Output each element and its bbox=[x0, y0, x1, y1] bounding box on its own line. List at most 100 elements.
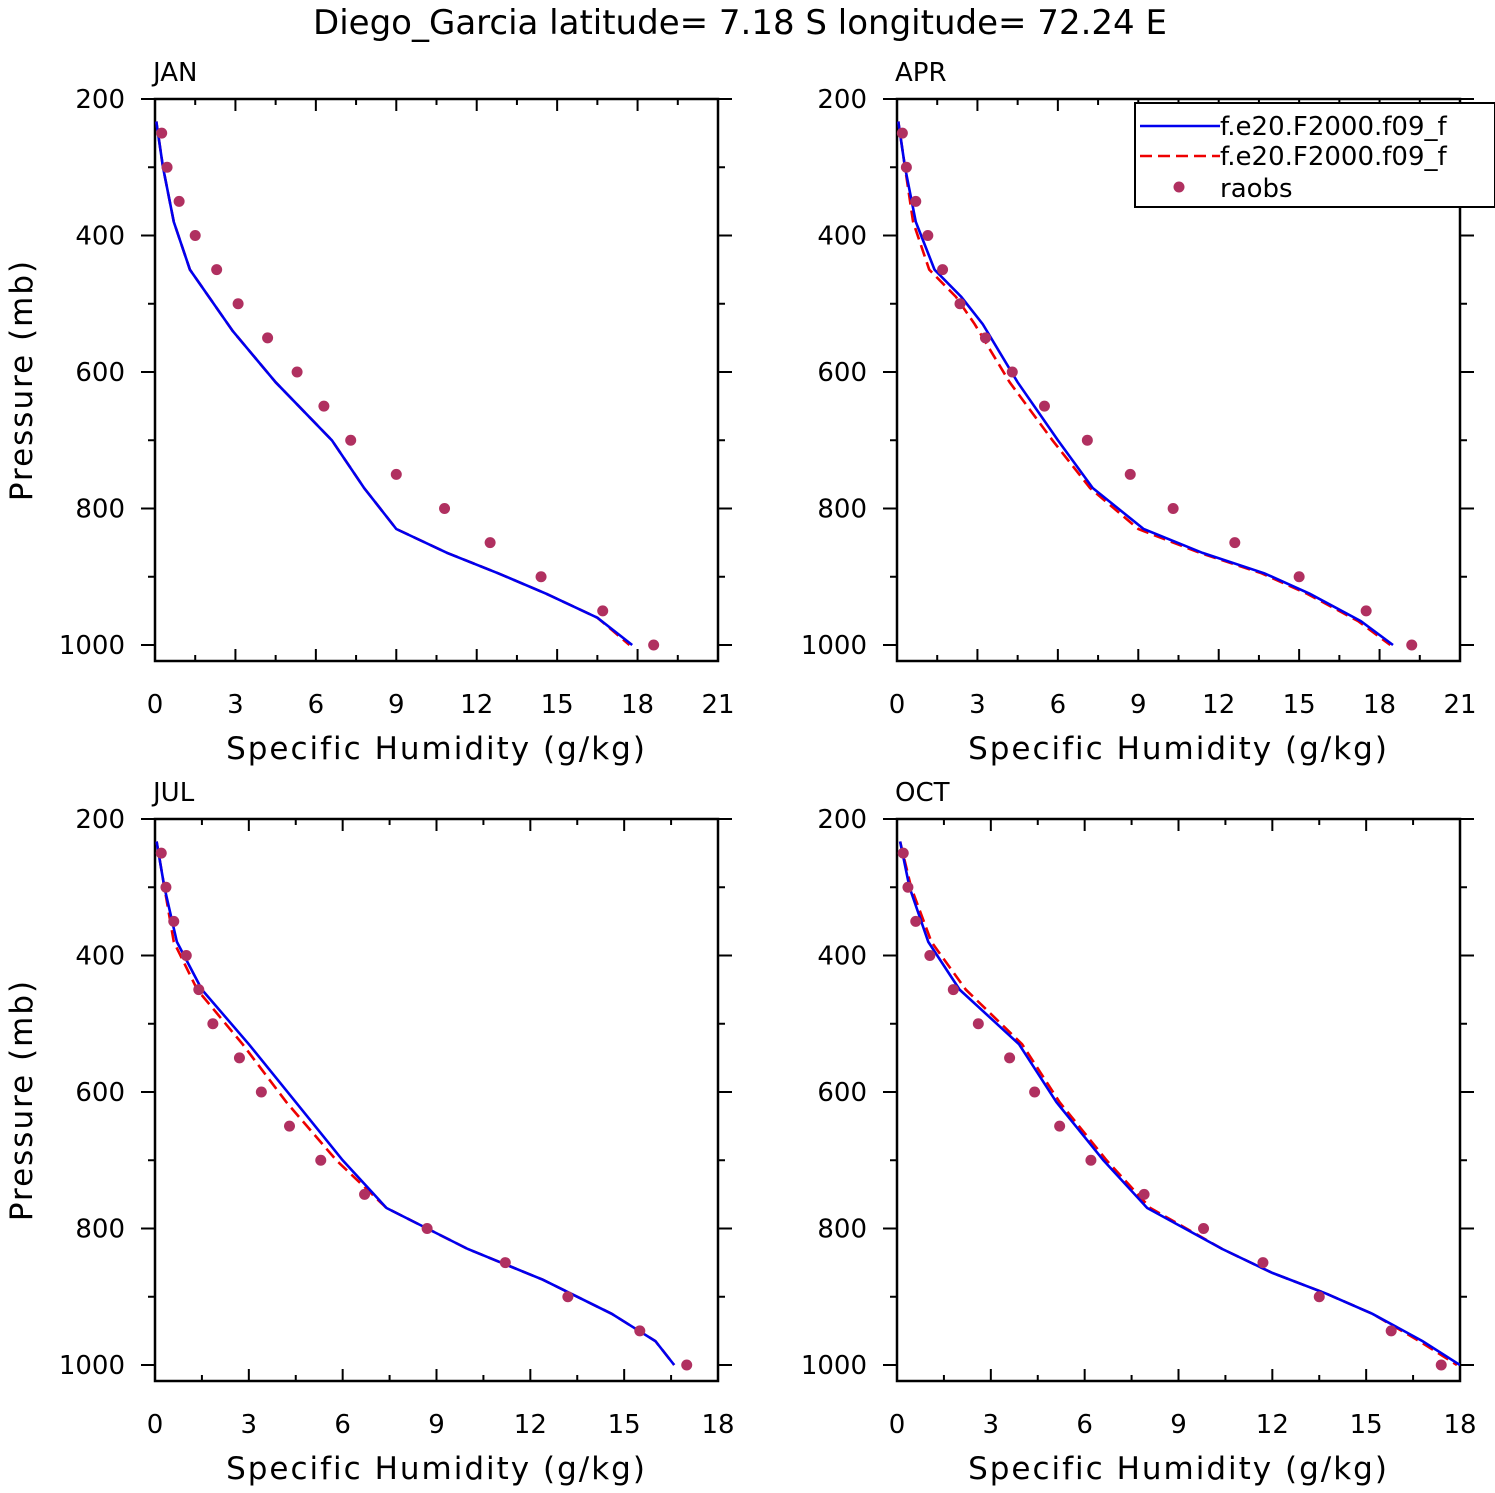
x-axis-label: Specific Humidity (g/kg) bbox=[968, 731, 1389, 767]
x-tick-label: 15 bbox=[1283, 690, 1316, 720]
panel-jan: 0 3 6 9 12 15 18 21 200 400 600 800 1000 JAN Specific … bbox=[4, 58, 735, 767]
raobs-point bbox=[648, 639, 660, 651]
raobs-point bbox=[1029, 1086, 1041, 1098]
y-tick-label: 800 bbox=[817, 1215, 867, 1245]
x-tick-label: 18 bbox=[621, 690, 654, 720]
raobs-point bbox=[1038, 400, 1050, 412]
x-tick-label: 0 bbox=[889, 1410, 906, 1440]
raobs-point bbox=[922, 230, 934, 241]
raobs-point bbox=[910, 195, 922, 207]
series-model-dashed-line bbox=[155, 841, 676, 1366]
panel-apr: 0 3 6 9 12 15 18 21 200 400 600 800 1000 APR Specific … bbox=[801, 58, 1477, 767]
raobs-point bbox=[979, 332, 991, 344]
x-tick-label: 12 bbox=[514, 1410, 547, 1440]
raobs-point bbox=[291, 366, 303, 378]
raobs-point bbox=[1313, 1291, 1325, 1303]
legend-label: f.e20.F2000.f09_f bbox=[1220, 112, 1447, 142]
x-tick-label: 15 bbox=[608, 1410, 641, 1440]
series-model-dashed-line bbox=[155, 121, 631, 646]
series-model-solid-line bbox=[155, 121, 634, 647]
y-tick-label: 1000 bbox=[801, 1351, 867, 1381]
y-tick-label: 600 bbox=[817, 358, 867, 388]
y-tick-label: 600 bbox=[75, 358, 125, 388]
raobs-point bbox=[318, 400, 330, 412]
raobs-point bbox=[597, 605, 609, 617]
raobs-point bbox=[193, 984, 205, 996]
y-tick-label: 400 bbox=[817, 942, 867, 972]
raobs-point bbox=[499, 1257, 511, 1269]
raobs-point bbox=[910, 915, 922, 927]
y-tick-label: 600 bbox=[817, 1078, 867, 1108]
raobs-point bbox=[1054, 1120, 1066, 1132]
raobs-point bbox=[359, 1188, 371, 1200]
raobs-point bbox=[896, 127, 908, 139]
raobs-point bbox=[233, 1052, 245, 1064]
x-tick-label: 21 bbox=[1443, 690, 1476, 720]
y-tick-label: 800 bbox=[75, 495, 125, 525]
raobs-point bbox=[283, 1120, 295, 1132]
raobs-point bbox=[232, 298, 244, 310]
x-tick-label: 18 bbox=[701, 1410, 734, 1440]
raobs-point bbox=[1385, 1325, 1397, 1337]
panels: 0 3 6 9 12 15 18 212004006008001000JANSpecific … bbox=[4, 58, 1477, 1487]
panel-title: OCT bbox=[895, 778, 950, 808]
x-tick-label: 9 bbox=[428, 1410, 445, 1440]
figure-title: Diego_Garcia latitude= 7.18 S longitude=… bbox=[313, 3, 1167, 43]
y-tick-label: 800 bbox=[75, 1215, 125, 1245]
plot-frame bbox=[153, 97, 720, 663]
raobs-point bbox=[1198, 1223, 1210, 1234]
x-tick-label: 6 bbox=[308, 690, 325, 720]
raobs-point bbox=[1360, 605, 1372, 617]
x-tick-label: 15 bbox=[541, 690, 574, 720]
y-tick-label: 200 bbox=[75, 805, 125, 835]
raobs-point bbox=[1229, 537, 1241, 549]
x-axis-label: Specific Humidity (g/kg) bbox=[226, 731, 647, 767]
raobs-point bbox=[168, 915, 180, 927]
raobs-point bbox=[155, 847, 167, 859]
raobs-point bbox=[924, 950, 936, 961]
x-tick-label: 18 bbox=[1363, 690, 1396, 720]
raobs-point bbox=[1081, 434, 1093, 446]
raobs-point bbox=[421, 1223, 433, 1234]
raobs-point bbox=[972, 1018, 984, 1030]
legend-marker-raobs bbox=[1173, 181, 1185, 193]
raobs-point bbox=[535, 571, 547, 583]
x-tick-label: 6 bbox=[1050, 690, 1067, 720]
y-tick-label: 1000 bbox=[801, 631, 867, 661]
plot-frame bbox=[153, 817, 720, 1383]
x-tick-label: 12 bbox=[1256, 1410, 1289, 1440]
raobs-point bbox=[315, 1154, 327, 1166]
y-tick-label: 200 bbox=[75, 85, 125, 115]
x-tick-label: 9 bbox=[1130, 690, 1147, 720]
panel-oct: 0 3 6 9 12 15 18 200 400 600 800 1000 OCT Specific Hu… bbox=[801, 778, 1477, 1487]
raobs-point bbox=[161, 161, 173, 173]
y-tick-label: 400 bbox=[75, 222, 125, 252]
y-tick-label: 200 bbox=[817, 805, 867, 835]
x-tick-label: 3 bbox=[969, 690, 986, 720]
legend-label: f.e20.F2000.f09_f bbox=[1220, 142, 1447, 172]
x-tick-label: 12 bbox=[460, 690, 493, 720]
x-tick-label: 3 bbox=[983, 1410, 1000, 1440]
y-tick-label: 800 bbox=[817, 495, 867, 525]
series-model-solid-line bbox=[155, 841, 676, 1366]
panel-title: JUL bbox=[151, 778, 195, 808]
raobs-point bbox=[562, 1291, 574, 1303]
raobs-point bbox=[1138, 1188, 1150, 1200]
raobs-point bbox=[484, 537, 496, 549]
x-tick-label: 3 bbox=[241, 1410, 258, 1440]
raobs-point bbox=[1124, 468, 1136, 480]
series-model-dashed-line bbox=[898, 841, 1458, 1367]
y-tick-label: 400 bbox=[817, 222, 867, 252]
raobs-point bbox=[211, 264, 223, 276]
x-tick-label: 9 bbox=[1170, 1410, 1187, 1440]
x-tick-label: 3 bbox=[227, 690, 244, 720]
x-tick-label: 0 bbox=[147, 1410, 164, 1440]
y-tick-label: 200 bbox=[817, 85, 867, 115]
raobs-point bbox=[634, 1325, 646, 1337]
raobs-point bbox=[390, 468, 402, 480]
x-tick-label: 6 bbox=[1076, 1410, 1093, 1440]
raobs-point bbox=[255, 1086, 267, 1098]
raobs-point bbox=[900, 161, 912, 173]
